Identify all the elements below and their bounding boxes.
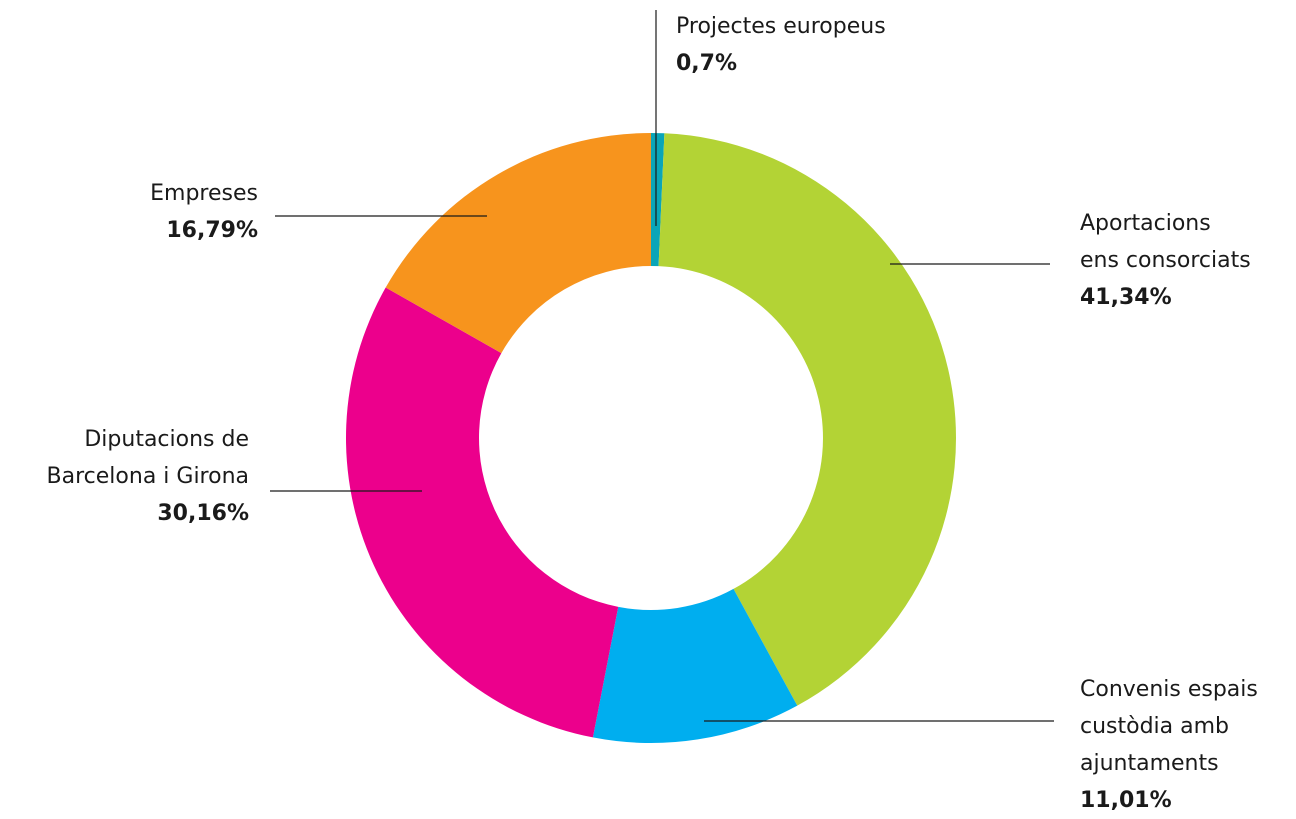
- label-convenis-line-2: custòdia amb: [1080, 714, 1229, 739]
- label-convenis-line-3: ajuntaments: [1080, 751, 1219, 776]
- label-aportacions-line-1: Aportacions: [1080, 211, 1211, 236]
- label-convenis-line-1: Convenis espais: [1080, 677, 1258, 702]
- slice-empreses: [385, 133, 651, 354]
- leader-lines-layer: [270, 10, 1054, 722]
- labels-layer: Projectes europeus 0,7% Aportacions ens con…: [47, 14, 1258, 813]
- slice-convenis: [592, 588, 798, 744]
- value-label-empreses: 16,79%: [166, 218, 258, 243]
- value-label-convenis: 11,01%: [1080, 788, 1172, 813]
- slice-projectes-europeus: [651, 132, 665, 267]
- value-label-diputacions: 30,16%: [157, 501, 249, 526]
- slice-aportacions: [658, 133, 957, 706]
- label-diputacions-line-2: Barcelona i Girona: [47, 464, 249, 489]
- value-label-aportacions: 41,34%: [1080, 285, 1172, 310]
- slices-layer: [345, 132, 957, 744]
- label-diputacions-line-1: Diputacions de: [84, 427, 249, 452]
- label-aportacions-line-2: ens consorciats: [1080, 248, 1251, 273]
- value-label-projectes-europeus: 0,7%: [676, 51, 737, 76]
- label-projectes-europeus-line-1: Projectes europeus: [676, 14, 886, 39]
- slice-diputacions: [345, 287, 619, 738]
- label-empreses-line-1: Empreses: [150, 181, 258, 206]
